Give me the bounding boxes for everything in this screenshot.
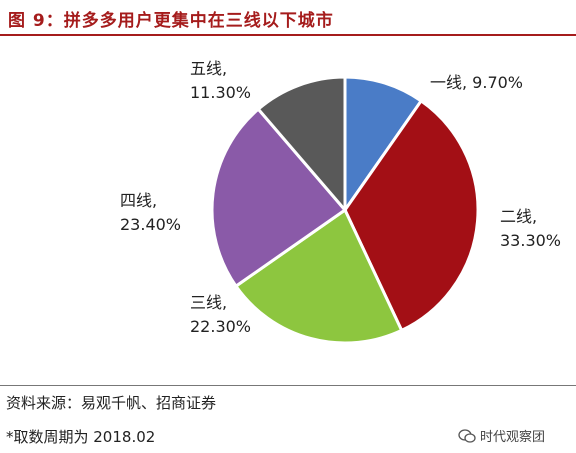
slice-label-1: 一线, 9.70%: [430, 73, 523, 92]
pie-slice-5: [256, 75, 347, 215]
wechat-icon: [458, 428, 476, 443]
period-note: *取数周期为 2018.02: [6, 428, 156, 446]
watermark-text: 时代观察团: [480, 430, 546, 445]
chart-title: 图 9：拼多多用户更集中在三线以下城市: [8, 11, 334, 31]
slice-label-4: 四线, 23.40%: [120, 191, 181, 234]
pie-chart: 一线, 9.70% 二线, 33.30% 三线, 22.30% 四线, 23.40% 五线, 1…: [120, 59, 561, 345]
source-note: 资料来源：易观千帆、招商证券: [6, 394, 217, 412]
watermark: 时代观察团: [458, 426, 545, 445]
title-divider: [0, 34, 576, 36]
pie-slice-2: [343, 98, 480, 333]
pie-slice-3: [233, 207, 404, 345]
slice-label-5: 五线, 11.30%: [190, 59, 251, 102]
pie-slice-4: [210, 107, 348, 289]
pie-slice-1: [343, 75, 424, 215]
slice-label-2: 二线, 33.30%: [500, 207, 561, 250]
slice-label-3: 三线, 22.30%: [190, 293, 251, 336]
footer-divider: [0, 385, 576, 386]
